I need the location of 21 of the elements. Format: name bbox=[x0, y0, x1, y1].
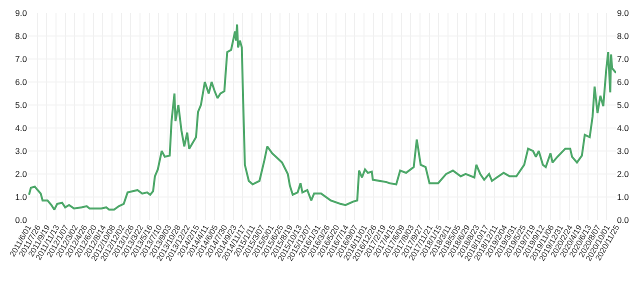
y2-tick-label: 2.0 bbox=[617, 168, 630, 179]
y-tick-label: 4.0 bbox=[15, 122, 28, 133]
y-tick-label: 5.0 bbox=[15, 100, 28, 110]
y2-tick-label: 1.0 bbox=[617, 192, 630, 202]
y-tick-label: 6.0 bbox=[15, 76, 28, 87]
line-series bbox=[28, 24, 616, 211]
y2-tick-label: 5.0 bbox=[617, 100, 630, 110]
y-tick-label: 2.0 bbox=[15, 168, 28, 179]
y-tick-label: 3.0 bbox=[15, 146, 28, 156]
y-tick-label: 1.0 bbox=[15, 192, 28, 202]
y2-tick-label: 8.0 bbox=[617, 30, 630, 41]
y2-tick-label: 9.0 bbox=[617, 8, 630, 18]
y-tick-label: 0.0 bbox=[15, 214, 28, 225]
y-tick-label: 7.0 bbox=[15, 54, 28, 64]
y-tick-label: 9.0 bbox=[15, 8, 28, 18]
y2-tick-label: 3.0 bbox=[617, 146, 630, 156]
y2-tick-label: 7.0 bbox=[617, 54, 630, 64]
y2-tick-label: 4.0 bbox=[617, 122, 630, 133]
y-tick-label: 8.0 bbox=[15, 30, 28, 41]
y2-tick-label: 6.0 bbox=[617, 76, 630, 87]
y2-tick-label: 0.0 bbox=[617, 214, 630, 225]
